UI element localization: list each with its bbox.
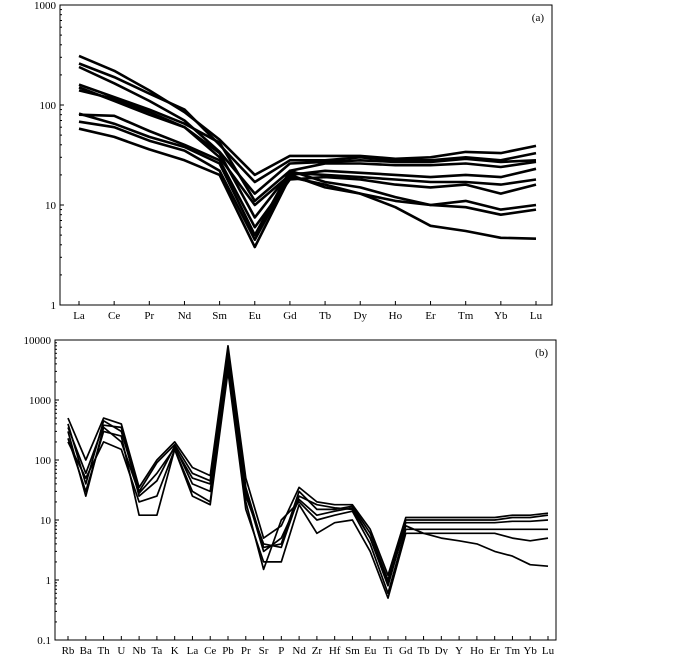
- x-tick-label: Rb: [62, 645, 75, 655]
- x-tick-label: Tb: [319, 310, 332, 322]
- series-line-4: [78, 83, 537, 203]
- y-tick-label: 1: [51, 300, 57, 312]
- y-tick-label: 100: [40, 100, 57, 112]
- y-tick-label: 1: [46, 575, 52, 587]
- series-line-4: [67, 363, 548, 595]
- x-tick-label: Hf: [329, 645, 341, 655]
- series-line-7: [78, 113, 537, 229]
- y-tick-label: 10: [40, 515, 52, 527]
- x-tick-label: U: [117, 645, 125, 655]
- x-tick-label: Er: [425, 310, 436, 322]
- y-tick-label: 10000: [24, 335, 52, 347]
- x-tick-label: Tb: [417, 645, 430, 655]
- series-line-3: [78, 65, 537, 195]
- x-tick-label: La: [73, 310, 85, 322]
- panel-label: (a): [532, 12, 545, 24]
- x-tick-label: Dy: [354, 310, 368, 322]
- x-tick-label: Gd: [399, 645, 413, 655]
- x-tick-label: Nd: [292, 645, 306, 655]
- x-tick-label: Y: [455, 645, 463, 655]
- x-tick-label: Sm: [345, 645, 360, 655]
- series-line-2: [67, 352, 549, 581]
- series-line-3: [67, 357, 549, 587]
- x-tick-label: Lu: [530, 310, 543, 322]
- x-tick-label: Ta: [151, 645, 162, 655]
- x-tick-label: Pr: [144, 310, 154, 322]
- x-tick-label: Sr: [259, 645, 269, 655]
- series-line-8: [78, 112, 537, 237]
- x-tick-label: Tm: [505, 645, 521, 655]
- x-tick-label: Pb: [222, 645, 234, 655]
- plot-frame: [54, 339, 557, 641]
- series-line-5: [78, 86, 537, 207]
- x-tick-label: Yb: [494, 310, 508, 322]
- y-tick-label: 10: [45, 200, 57, 212]
- series-line-1: [67, 344, 549, 577]
- x-tick-label: La: [187, 645, 199, 655]
- y-tick-label: 0.1: [37, 635, 51, 647]
- x-tick-label: Sm: [212, 310, 227, 322]
- panel-b: 0.1 1 10 100 1000 10000 Rb Ba Th U Nb Ta K La Ce Pb Pr Sr…: [24, 335, 557, 655]
- series-line-2: [78, 62, 537, 184]
- x-tick-label: Nb: [132, 645, 146, 655]
- x-tick-label: Ce: [108, 310, 120, 322]
- x-tick-label: Zr: [312, 645, 323, 655]
- x-tick-label: Pr: [241, 645, 251, 655]
- x-tick-label: Eu: [249, 310, 262, 322]
- x-tick-label: Lu: [542, 645, 555, 655]
- panel-label: (b): [535, 347, 548, 359]
- series-line-5: [67, 370, 549, 599]
- y-tick-label: 1000: [34, 0, 57, 12]
- panel-a: 1 10 100 1000 La Ce Pr Nd Sm Eu Gd Tb Dy Ho Er Tm Yb Lu (a…: [34, 0, 553, 322]
- series-line-6: [78, 89, 537, 219]
- plot-frame: [59, 4, 553, 306]
- x-tick-label: Nd: [178, 310, 192, 322]
- x-tick-label: Ho: [389, 310, 403, 322]
- y-tick-label: 1000: [29, 395, 52, 407]
- x-tick-label: P: [278, 645, 284, 655]
- x-tick-label: Ti: [383, 645, 392, 655]
- x-tick-label: Ce: [204, 645, 216, 655]
- series-line-10: [78, 127, 537, 249]
- x-tick-label: Ho: [470, 645, 484, 655]
- series-line-6: [67, 357, 549, 584]
- x-tick-label: Eu: [364, 645, 377, 655]
- series-line-1: [78, 54, 537, 177]
- y-tick-label: 100: [35, 455, 52, 467]
- x-tick-label: Tm: [458, 310, 474, 322]
- x-tick-label: Dy: [435, 645, 449, 655]
- x-tick-label: K: [171, 645, 179, 655]
- x-tick-label: Yb: [523, 645, 537, 655]
- x-tick-label: Gd: [283, 310, 297, 322]
- x-tick-label: Th: [97, 645, 110, 655]
- x-tick-label: Er: [489, 645, 500, 655]
- x-tick-label: Ba: [80, 645, 92, 655]
